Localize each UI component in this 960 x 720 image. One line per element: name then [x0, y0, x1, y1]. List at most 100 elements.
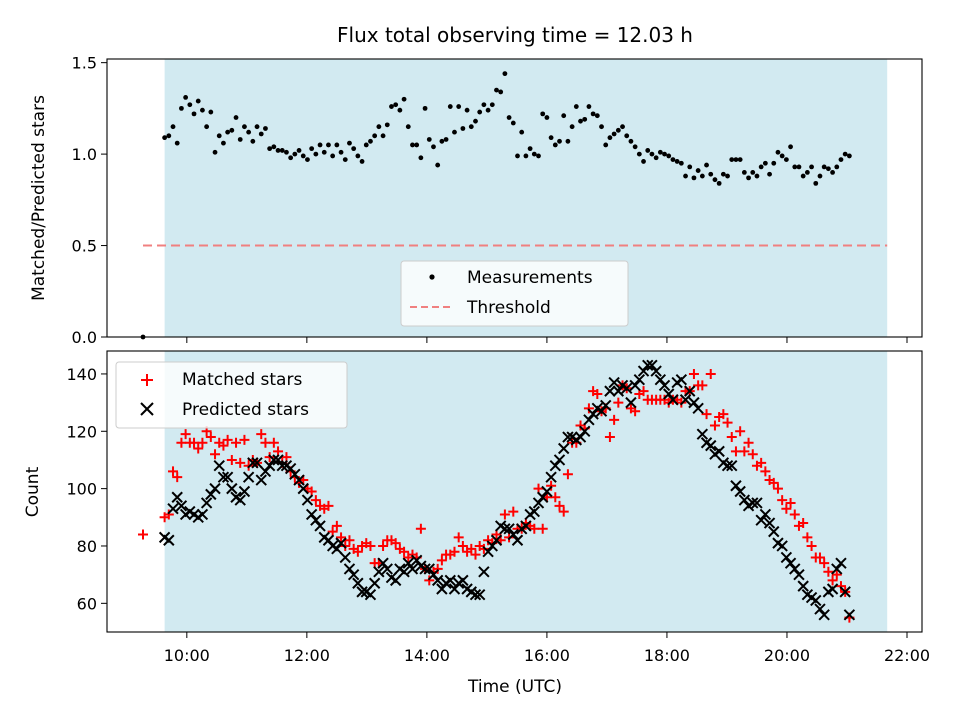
measurement-point	[821, 164, 827, 170]
measurement-point	[317, 142, 323, 148]
measurement-point	[699, 173, 705, 179]
predicted-star-point	[654, 373, 667, 386]
matched-star-point	[193, 443, 204, 454]
predicted-star-point	[381, 563, 393, 575]
predicted-star-point	[171, 491, 183, 503]
predicted-star-point	[196, 508, 209, 521]
measurement-point	[527, 146, 533, 152]
predicted-star-point	[612, 385, 625, 397]
measurement-point	[284, 149, 289, 155]
predicted-star-point	[675, 373, 688, 386]
matched-star-point	[609, 414, 620, 425]
measurement-point	[628, 138, 634, 144]
predicted-star-point	[436, 583, 448, 595]
predicted-star-point	[667, 394, 679, 406]
bottom-axes-frame	[106, 350, 923, 633]
matched-star-point	[138, 529, 149, 540]
predicted-star-point	[726, 459, 738, 472]
bottom-y-tick-label: 140	[66, 365, 97, 384]
predicted-star-point	[810, 594, 822, 607]
measurement-point	[594, 113, 600, 119]
measurement-point	[456, 104, 462, 109]
predicted-star-point	[242, 471, 255, 483]
matched-star-point	[260, 437, 271, 448]
measurement-point	[725, 173, 730, 179]
measurement-point	[422, 105, 428, 111]
measurement-point	[565, 138, 571, 144]
matched-star-point	[336, 532, 347, 543]
predicted-star-point	[339, 551, 351, 564]
bottom-x-tick-label: 10:00	[164, 646, 210, 665]
measurement-point	[683, 173, 688, 179]
matched-star-point	[499, 509, 510, 520]
predicted-star-point	[507, 528, 520, 541]
measurement-point	[498, 89, 504, 95]
measurement-point	[657, 149, 663, 155]
predicted-star-point	[209, 482, 221, 495]
measurement-point	[460, 126, 466, 131]
measurement-point	[435, 162, 441, 168]
bottom-x-tick-label: 22:00	[884, 646, 930, 665]
matched-star-point	[378, 540, 389, 551]
measurement-point	[813, 180, 819, 186]
measurement-point	[695, 168, 701, 173]
measurement-point	[162, 135, 168, 141]
measurement-point	[620, 124, 625, 130]
measurement-point	[615, 127, 621, 133]
measurement-point	[452, 129, 457, 135]
measurement-point	[544, 115, 550, 120]
matched-star-point	[176, 437, 187, 448]
predicted-star-point	[633, 373, 646, 386]
predicted-star-point	[511, 534, 524, 546]
measurement-point	[603, 142, 609, 148]
predicted-star-point	[684, 385, 696, 397]
legend-threshold: Threshold	[466, 298, 551, 318]
measurement-point	[410, 142, 415, 148]
matched-star-point	[189, 437, 200, 448]
measurement-point	[674, 159, 680, 164]
measurement-point	[510, 120, 516, 126]
measurement-point	[586, 104, 592, 109]
measurement-point	[305, 157, 310, 162]
measurement-point	[515, 153, 520, 159]
predicted-star-point	[427, 568, 440, 581]
predicted-star-point	[679, 394, 692, 406]
predicted-star-point	[579, 425, 591, 437]
measurement-point	[321, 149, 327, 155]
predicted-star-point	[604, 385, 616, 397]
measurement-point	[204, 124, 210, 130]
matched-star-point	[592, 389, 603, 400]
measurement-point	[691, 175, 697, 181]
measurements-series	[140, 71, 852, 340]
measurement-point	[737, 157, 743, 162]
measurement-point	[708, 171, 714, 177]
predicted-star-point	[646, 359, 658, 372]
measurement-point	[624, 133, 630, 139]
measurement-point	[720, 171, 726, 177]
predicted-star-point	[776, 540, 788, 552]
top-y-tick-label: 1.5	[72, 54, 97, 73]
matched-star-point	[508, 506, 519, 517]
matched-star-point	[239, 434, 250, 445]
predicted-star-point	[608, 376, 620, 389]
measurement-point	[258, 131, 264, 137]
measurement-point	[519, 129, 525, 135]
measurement-point	[208, 109, 214, 115]
predicted-star-point	[768, 525, 780, 538]
measurement-point	[334, 142, 340, 148]
bottom-x-tick-label: 18:00	[644, 646, 690, 665]
predicted-star-point	[255, 474, 267, 486]
predicted-star-point	[268, 454, 280, 466]
measurement-point	[809, 164, 814, 170]
matched-star-point	[785, 497, 796, 508]
matched-star-point	[331, 520, 342, 531]
matched-star-point	[781, 503, 792, 514]
matched-star-point	[180, 429, 191, 440]
matched-star-point	[760, 466, 771, 477]
predicted-star-point	[423, 563, 435, 575]
predicted-star-point	[305, 508, 318, 521]
predicted-star-point	[167, 502, 179, 515]
measurement-point	[267, 146, 273, 152]
matched-star-point	[432, 563, 443, 574]
